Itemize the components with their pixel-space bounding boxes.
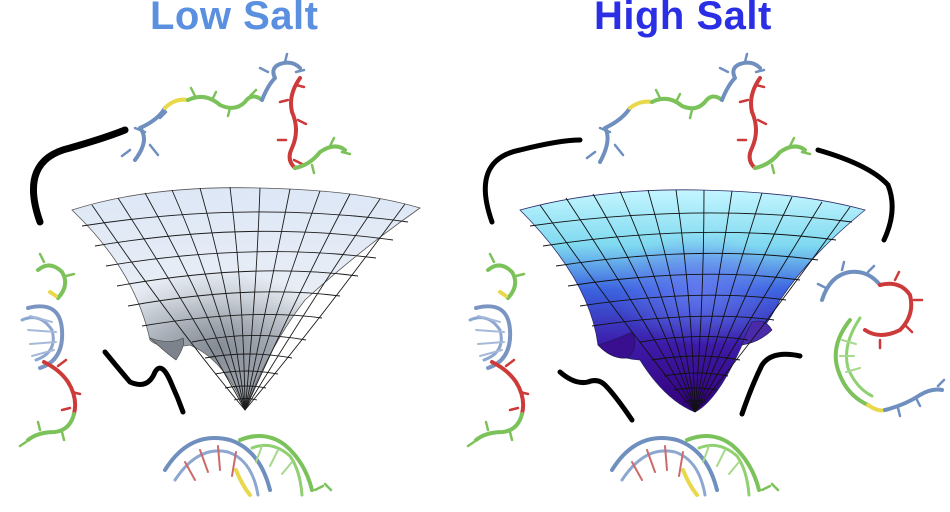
low-salt-unfolded-rna <box>120 52 352 175</box>
high-salt-arrow-top-left <box>482 137 583 225</box>
high-salt-unfolded-rna <box>585 52 812 175</box>
high-salt-partially-folded-rna <box>466 252 530 448</box>
high-salt-left-basin <box>597 331 636 359</box>
low-salt-arrow-top <box>30 126 129 226</box>
high-salt-energy-landscape <box>519 189 866 413</box>
high-salt-panel <box>466 52 946 497</box>
low-salt-side-basin <box>149 337 184 361</box>
low-salt-title: Low Salt <box>150 0 319 38</box>
high-salt-arrow-top-right <box>815 147 895 243</box>
high-salt-grid <box>529 189 853 413</box>
low-salt-energy-landscape <box>71 186 421 412</box>
high-salt-arrow-bottom-left <box>557 369 635 423</box>
high-salt-native-rna <box>610 434 780 497</box>
high-salt-title: High Salt <box>594 0 772 38</box>
high-salt-arrow-bottom-right <box>739 351 803 417</box>
low-salt-partially-folded-rna <box>18 252 82 448</box>
low-salt-native-rna <box>163 434 333 497</box>
low-salt-arrow-bottom <box>102 349 186 415</box>
high-salt-alternative-intermediate-rna <box>816 260 946 418</box>
low-salt-grid <box>81 186 409 411</box>
low-salt-panel <box>18 52 421 497</box>
